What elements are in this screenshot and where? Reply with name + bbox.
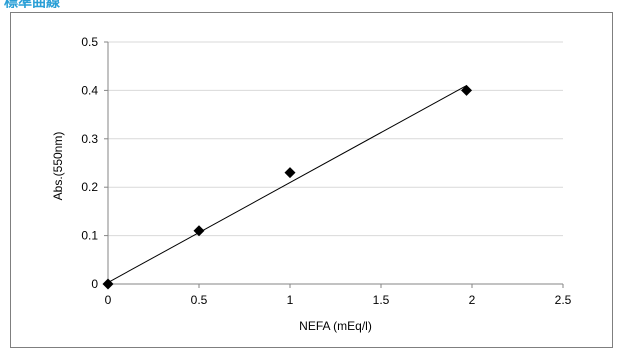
section-heading: 標準曲線: [4, 0, 60, 8]
trendline-group: [107, 85, 467, 283]
data-point-0: [102, 278, 114, 290]
y-tick-label-4: 0.4: [81, 83, 98, 97]
y-axis-title: Abs.(550nm): [51, 132, 65, 201]
x-tick-label-4: 2: [469, 293, 476, 307]
data-point-1: [193, 225, 205, 237]
axes: [104, 41, 564, 288]
x-tick-label-0: 0: [105, 293, 112, 307]
y-tick-labels: 0 0.1 0.2 0.3 0.4 0.5: [81, 35, 98, 291]
x-tick-label-5: 2.5: [555, 293, 572, 307]
x-tick-label-1: 0.5: [191, 293, 208, 307]
y-tick-label-3: 0.3: [81, 132, 98, 146]
data-point-3: [461, 84, 473, 96]
y-tick-label-5: 0.5: [81, 35, 98, 49]
chart-frame: [10, 12, 613, 348]
header-strip: 標準曲線: [0, 0, 619, 8]
y-tick-label-2: 0.2: [81, 180, 98, 194]
data-points: [102, 84, 473, 290]
x-tick-label-2: 1: [287, 293, 294, 307]
trendline: [107, 85, 467, 283]
gridlines: [108, 41, 563, 237]
x-tick-label-3: 1.5: [373, 293, 390, 307]
data-point-2: [284, 167, 296, 179]
y-tick-label-1: 0.1: [81, 229, 98, 243]
y-tick-label-0: 0: [91, 277, 98, 291]
x-tick-labels: 0 0.5 1 1.5 2 2.5: [105, 293, 572, 307]
x-axis-title: NEFA (mEq/l): [299, 319, 372, 333]
